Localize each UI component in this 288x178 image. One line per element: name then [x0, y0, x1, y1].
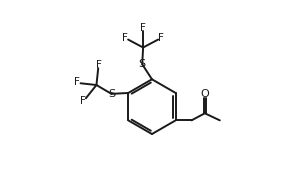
Text: F: F — [122, 33, 128, 43]
Text: F: F — [140, 23, 146, 33]
Text: F: F — [96, 60, 102, 70]
Text: S: S — [108, 89, 115, 99]
Text: F: F — [74, 77, 80, 87]
Text: F: F — [80, 96, 86, 106]
Text: F: F — [158, 33, 164, 43]
Text: O: O — [200, 89, 209, 99]
Text: S: S — [139, 59, 146, 69]
